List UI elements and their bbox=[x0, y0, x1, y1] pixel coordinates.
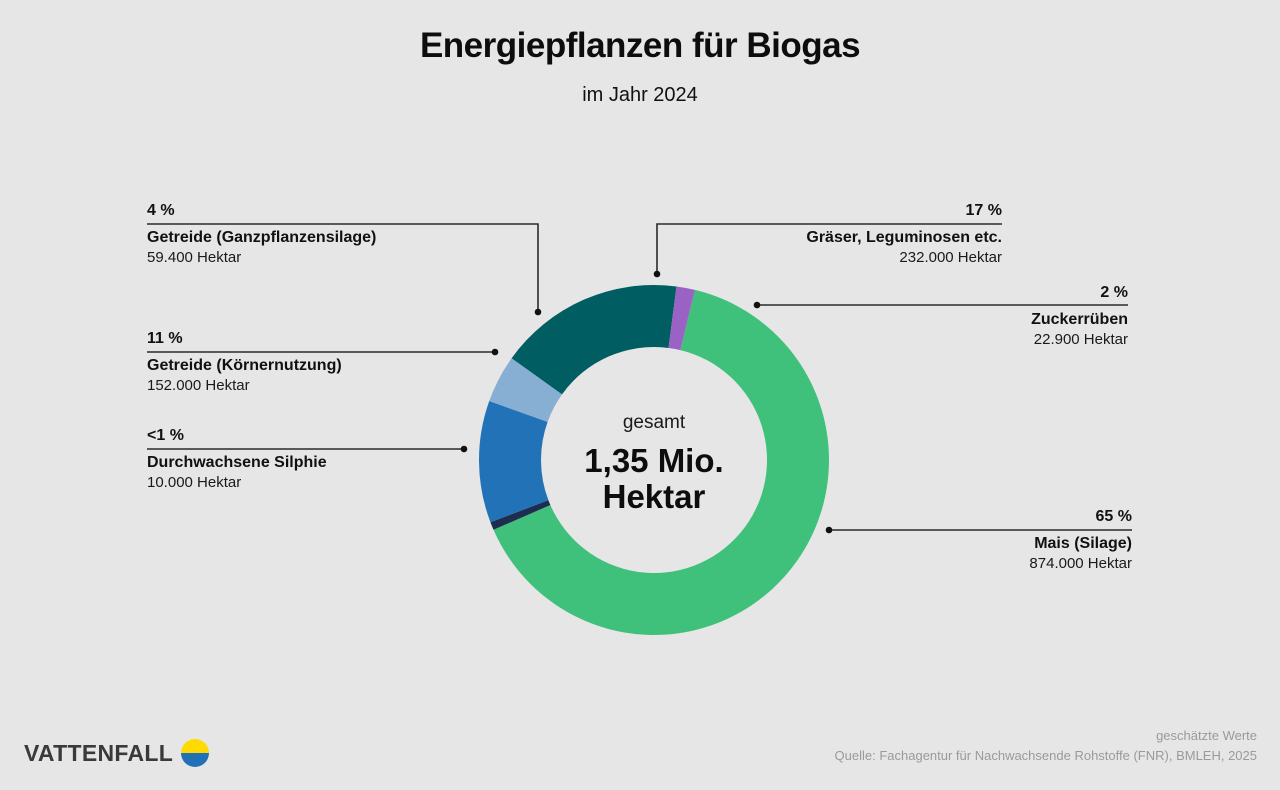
leader-dot bbox=[653, 270, 661, 278]
donut-slice bbox=[668, 286, 695, 351]
donut-slices bbox=[479, 285, 829, 636]
label-value: 22.900 Hektar bbox=[1033, 331, 1128, 348]
label-name: Zuckerrüben bbox=[1031, 311, 1128, 328]
leader-dot bbox=[825, 526, 833, 534]
leader-dots bbox=[460, 270, 833, 534]
chart-title: Energiepflanzen für Biogas bbox=[419, 26, 861, 65]
label-percent: 17 % bbox=[965, 202, 1002, 219]
donut-center-label: gesamt bbox=[622, 412, 686, 433]
label-zuckerrueben: 2 % Zuckerrüben 22.900 Hektar bbox=[1031, 284, 1128, 348]
label-value: 152.000 Hektar bbox=[147, 377, 250, 394]
label-silphie: <1 % Durchwachsene Silphie 10.000 Hektar bbox=[147, 427, 327, 491]
leader-dot bbox=[460, 445, 468, 453]
leader-line-getreide-gps bbox=[147, 223, 539, 312]
label-getreide-gps: 4 % Getreide (Ganzpflanzensilage) 59.400… bbox=[147, 202, 377, 266]
label-percent: 4 % bbox=[147, 202, 175, 219]
label-name: Getreide (Körnernutzung) bbox=[147, 357, 342, 374]
label-graeser: 17 % Gräser, Leguminosen etc. 232.000 He… bbox=[806, 202, 1002, 266]
label-value: 232.000 Hektar bbox=[899, 249, 1002, 266]
label-name: Durchwachsene Silphie bbox=[147, 454, 327, 471]
label-percent: 65 % bbox=[1095, 508, 1132, 525]
leader-line-graeser bbox=[656, 223, 1002, 274]
leader-dot bbox=[534, 308, 542, 316]
leader-dot bbox=[753, 301, 761, 309]
donut-slice bbox=[493, 289, 829, 636]
label-percent: 11 % bbox=[147, 330, 183, 347]
source-note: Quelle: Fachagentur für Nachwachsende Ro… bbox=[834, 748, 1257, 763]
label-value: 10.000 Hektar bbox=[147, 474, 242, 491]
estimate-note: geschätzte Werte bbox=[1156, 728, 1257, 743]
donut-center-value: 1,35 Mio. Hektar bbox=[554, 443, 754, 514]
donut-slice bbox=[490, 500, 551, 530]
label-name: Gräser, Leguminosen etc. bbox=[806, 229, 1002, 246]
leader-lines bbox=[147, 223, 1132, 531]
label-percent: <1 % bbox=[147, 427, 184, 444]
donut-center-value-line1: 1,35 Mio. bbox=[584, 442, 724, 479]
label-name: Mais (Silage) bbox=[1034, 535, 1132, 552]
label-value: 874.000 Hektar bbox=[1029, 555, 1132, 572]
label-value: 59.400 Hektar bbox=[147, 249, 242, 266]
leader-dot bbox=[491, 348, 499, 356]
label-mais: 65 % Mais (Silage) 874.000 Hektar bbox=[1029, 508, 1132, 572]
vattenfall-logo: VATTENFALL bbox=[24, 738, 210, 768]
donut-center-value-line2: Hektar bbox=[602, 477, 706, 515]
label-getreide-koerner: 11 % Getreide (Körnernutzung) 152.000 He… bbox=[147, 330, 342, 394]
vattenfall-sun-icon bbox=[181, 739, 210, 767]
donut-slice bbox=[511, 285, 677, 395]
donut-slice bbox=[479, 400, 549, 523]
chart-subtitle: im Jahr 2024 bbox=[582, 84, 698, 106]
donut-slice bbox=[489, 358, 563, 422]
label-percent: 2 % bbox=[1100, 284, 1128, 301]
label-name: Getreide (Ganzpflanzensilage) bbox=[147, 229, 377, 246]
brand-name: VATTENFALL bbox=[24, 739, 174, 766]
